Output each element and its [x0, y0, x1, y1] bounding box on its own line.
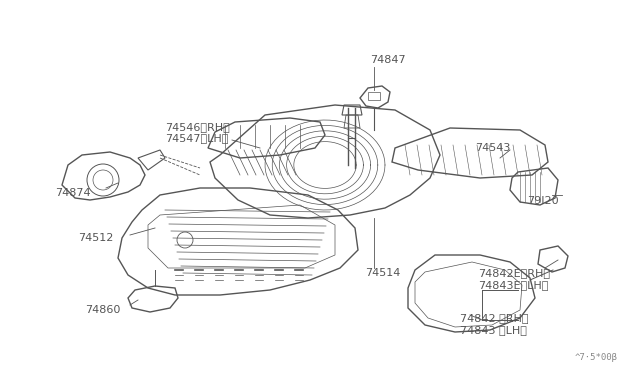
- Text: 74842 〈RH〉: 74842 〈RH〉: [460, 313, 529, 323]
- Text: 74843E〈LH〉: 74843E〈LH〉: [478, 280, 548, 290]
- Text: 74546〈RH〉: 74546〈RH〉: [165, 122, 230, 132]
- Text: 74860: 74860: [85, 305, 120, 315]
- Text: 79I20: 79I20: [527, 196, 559, 206]
- Text: 74514: 74514: [365, 268, 401, 278]
- Text: 74543: 74543: [475, 143, 510, 153]
- Text: 74842E〈RH〉: 74842E〈RH〉: [478, 268, 550, 278]
- Text: 74547〈LH〉: 74547〈LH〉: [165, 133, 228, 143]
- Text: 74847: 74847: [370, 55, 406, 65]
- Text: ^7·5*00β: ^7·5*00β: [575, 353, 618, 362]
- Text: 74843 〈LH〉: 74843 〈LH〉: [460, 325, 527, 335]
- Text: 74512: 74512: [78, 233, 113, 243]
- Text: 74874: 74874: [55, 188, 91, 198]
